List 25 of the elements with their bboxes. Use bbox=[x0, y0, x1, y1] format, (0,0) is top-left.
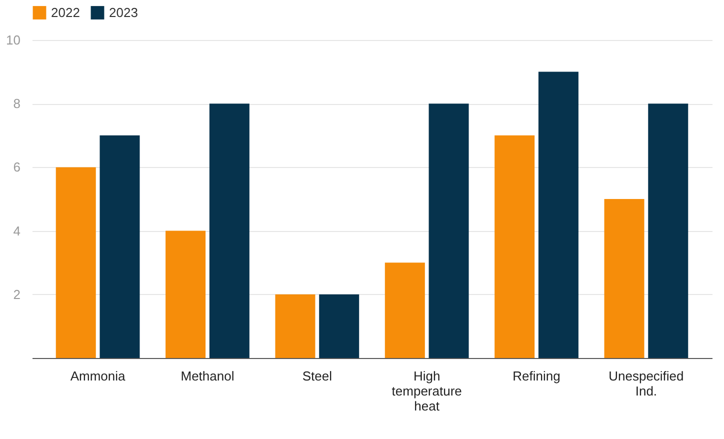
y-tick-label: 4 bbox=[13, 223, 20, 238]
y-tick-label: 2 bbox=[13, 286, 20, 302]
bar bbox=[604, 199, 644, 358]
x-tick-label: Refining bbox=[512, 368, 560, 384]
bar bbox=[56, 167, 96, 358]
x-tick-label: Steel bbox=[302, 368, 332, 384]
bar bbox=[384, 262, 425, 358]
bar bbox=[428, 104, 469, 358]
x-tick-label: High temperature heat bbox=[392, 368, 462, 414]
x-tick-label: Methanol bbox=[180, 368, 234, 384]
bar bbox=[100, 135, 140, 358]
bar bbox=[648, 104, 688, 358]
x-tick-label: Unespecified Ind. bbox=[608, 368, 684, 398]
y-tick-label: 6 bbox=[13, 160, 20, 175]
bar bbox=[494, 135, 535, 358]
bar bbox=[538, 72, 578, 358]
y-tick-label: 10 bbox=[6, 32, 20, 48]
bar bbox=[166, 230, 206, 358]
x-tick-label: Ammonia bbox=[70, 368, 126, 384]
bar bbox=[209, 104, 250, 358]
legend-label: 2023 bbox=[109, 4, 138, 20]
legend-label: 2022 bbox=[51, 4, 80, 20]
bar bbox=[319, 294, 360, 358]
bar bbox=[275, 294, 316, 358]
y-tick-label: 8 bbox=[13, 96, 20, 112]
